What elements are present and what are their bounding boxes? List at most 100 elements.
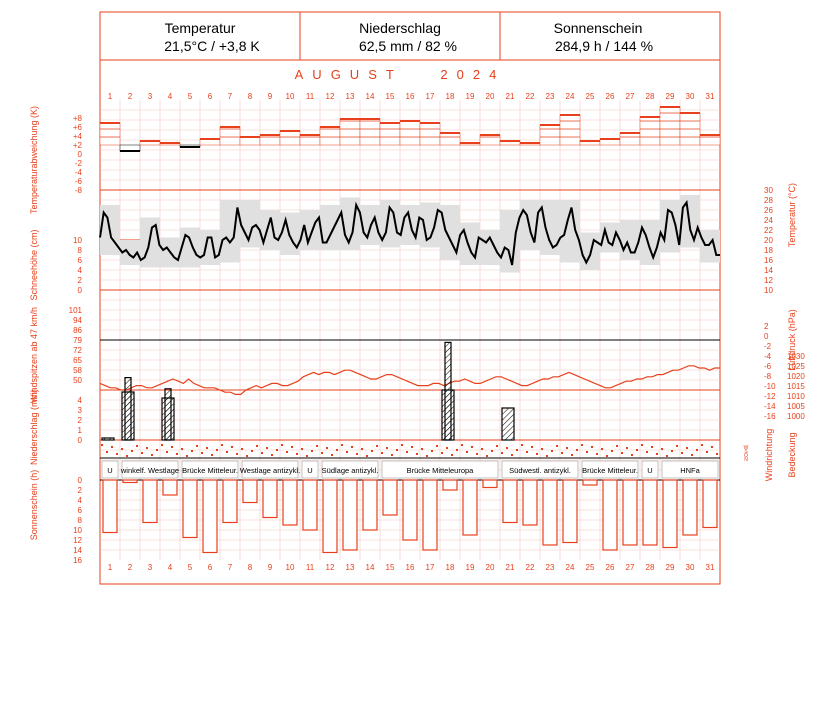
pressure-dev-tick: 0 [764, 332, 769, 341]
wind-dir-mark [411, 446, 413, 448]
wind-dir-mark [556, 445, 558, 447]
day-label: 22 [526, 92, 535, 101]
wind-dir-mark [341, 444, 343, 446]
wind-dir-mark [181, 448, 183, 450]
day-label: 10 [286, 563, 295, 572]
weather-type-label: HNFa [680, 466, 700, 475]
wind-dir-mark [261, 452, 263, 454]
dev-bar [439, 132, 461, 146]
weather-type-box [241, 460, 299, 479]
wind-dir-mark [456, 449, 458, 451]
dev-tick: +4 [73, 132, 83, 141]
sunshine-bar [682, 479, 698, 536]
day-label: 8 [248, 92, 253, 101]
day-label: 15 [386, 92, 395, 101]
wind-tick: 94 [73, 316, 82, 325]
wind-dir-tick: O [744, 453, 748, 459]
precip-tick: 3 [78, 406, 83, 415]
wind-dir-mark [126, 455, 128, 457]
pressure-dev-tick: -4 [764, 352, 772, 361]
wind-dir-mark [606, 455, 608, 457]
pressure-tick: 1005 [787, 402, 805, 411]
wind-dir-mark [511, 454, 513, 456]
wind-dir-mark [491, 450, 493, 452]
temp-tick: 12 [764, 276, 773, 285]
wind-dir-mark [521, 444, 523, 446]
wind-dir-mark [176, 453, 178, 455]
dev-bar [339, 118, 361, 146]
weather-type-box [181, 460, 239, 479]
day-label: 16 [406, 563, 415, 572]
sunshine-bar [382, 479, 398, 516]
wind-dir-mark [551, 450, 553, 452]
day-label: 30 [686, 563, 695, 572]
wind-dir-mark [661, 448, 663, 450]
day-numbers-top: 1 2 3 4 5 6 7 8 9 10 11 12 13 14 15 16 17 18 19 20 21 22 23 24 2… [108, 92, 715, 101]
day-label: 26 [606, 92, 615, 101]
wind-dir-mark [226, 451, 228, 453]
day-label: 7 [228, 563, 233, 572]
weather-type-label: Brücke Mitteleur. [582, 466, 638, 475]
wind-dir-mark [161, 444, 163, 446]
day-label: 4 [168, 92, 173, 101]
sunshine-bar [102, 479, 118, 534]
sunshine-bar [222, 479, 238, 524]
snow-tick: 0 [78, 286, 83, 295]
day-label: 21 [506, 92, 515, 101]
day-label: 1 [108, 563, 113, 572]
wind-dir-mark [216, 449, 218, 451]
wind-dir-mark [461, 444, 463, 446]
wind-dir-mark [351, 446, 353, 448]
day-label: 9 [268, 563, 273, 572]
left-axis-title: Temperaturabweichung (K) [29, 106, 39, 214]
day-label: 7 [228, 92, 233, 101]
wind-dir-mark [676, 445, 678, 447]
dev-bar [479, 134, 501, 146]
day-label: 28 [646, 92, 655, 101]
pressure-line [99, 365, 720, 395]
dev-tick: -2 [75, 159, 83, 168]
temp-range-day [640, 220, 660, 265]
sunshine-bar [482, 479, 498, 489]
wind-dir-mark [211, 454, 213, 456]
wind-tick: 101 [69, 306, 83, 315]
temp-range-day [560, 200, 580, 263]
precip-tick: 1 [78, 426, 83, 435]
precip-tick: 2 [78, 416, 83, 425]
sunshine-bar [362, 479, 378, 531]
sunshine-bar [282, 479, 298, 526]
day-numbers-bottom: 1 2 3 4 5 6 7 8 9 10 11 12 13 14 15 16 17 18 19 20 21 22 23 24 2… [108, 563, 715, 572]
sunshine-bar [582, 479, 598, 486]
day-label: 23 [546, 92, 555, 101]
wind-dir-mark [506, 447, 508, 449]
wind-dir-mark [706, 451, 708, 453]
right-axis-title: Temperatur (°C) [787, 183, 797, 247]
wind-dir-mark [266, 447, 268, 449]
dev-bar [259, 134, 281, 146]
sunshine-bar [122, 479, 138, 484]
sunshine-bar [302, 479, 318, 531]
temp-range-day [120, 240, 140, 265]
sunshine-bar [662, 479, 678, 549]
wind-dir-mark [446, 447, 448, 449]
temp-tick: 28 [764, 196, 773, 205]
wind-dir-mark [591, 446, 593, 448]
wind-dir-mark [316, 445, 318, 447]
weather-type-label: Brücke Mitteleuropa [407, 466, 475, 475]
snow-tick: 8 [78, 246, 83, 255]
temp-tick: 18 [764, 246, 773, 255]
wind-tick: 50 [73, 376, 82, 385]
wind-dir-mark [481, 448, 483, 450]
wind-dir-mark [526, 451, 528, 453]
dev-bar [359, 118, 381, 146]
temp-range-day [300, 210, 320, 250]
wind-dir-mark [251, 450, 253, 452]
wind-dir-mark [361, 448, 363, 450]
wind-dir-mark [586, 451, 588, 453]
day-label: 12 [326, 563, 335, 572]
sunshine-bar [522, 479, 538, 526]
wind-dir-mark [426, 455, 428, 457]
wind-dir-mark [276, 449, 278, 451]
precip-bar [441, 389, 455, 441]
right-axis-title: Windrichtung [764, 429, 774, 482]
